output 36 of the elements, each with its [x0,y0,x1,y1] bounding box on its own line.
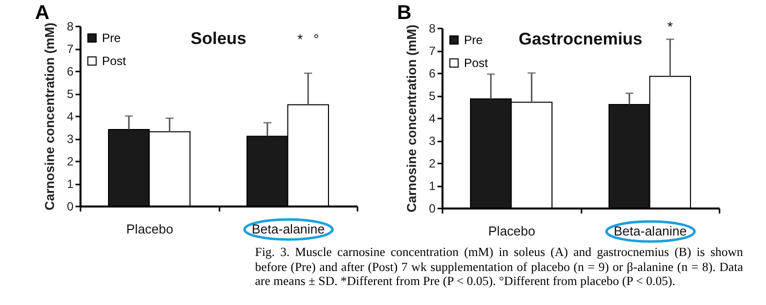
text: A [35,2,50,24]
y-tick-label: 2 [428,156,436,170]
y-tick-label: 1 [428,179,436,193]
annotation: * [667,18,674,34]
x-tick-label: Placebo [126,222,174,236]
y-tick-label: 6 [66,64,74,78]
chart-title: Gastrocnemius [518,29,642,48]
y-tick-label: 7 [66,42,74,56]
y-tick-label: 2 [66,154,74,168]
y-tick-label: 0 [66,200,74,214]
text: B [397,2,412,25]
chart-title: Soleus [190,29,246,48]
x-tick-label: Placebo [488,224,536,238]
y-tick-label: 5 [66,87,74,101]
y-tick-label: 6 [428,66,436,80]
y-tick-label: 5 [428,89,436,103]
y-tick-label: 7 [428,44,436,58]
annotation: ° [313,31,319,47]
legend-label: Post [464,56,489,70]
y-axis-title: Carnosine concentration (mM) [404,24,419,212]
x-tick-label: Beta-alanine [614,224,687,238]
y-tick-label: 1 [66,177,74,191]
y-tick-label: 4 [428,112,436,126]
y-tick-label: 8 [428,22,436,36]
y-tick-label: 0 [428,202,436,216]
legend-label: Pre [464,33,483,47]
y-tick-label: 3 [428,134,436,148]
legend-label: Pre [102,31,121,45]
annotation: * [297,31,304,47]
legend-label: Post [102,54,127,68]
y-tick-label: 3 [66,132,74,146]
y-axis-title: Carnosine concentration (mM) [42,22,57,210]
x-tick-label: Beta-alanine [252,222,325,236]
y-tick-label: 8 [66,20,74,34]
y-tick-label: 4 [66,110,74,124]
caption: Fig. 3. Muscle carnosine concentration (mM) in soleus (A) and gastrocnemius (B) is shown before (Pre) and after (Post) 7 wk supplementation of placebo (n = 9) or β-alanine (n = 8). Data are means ± SD. *Different from Pre (P < 0.05). °Different from placebo (P < 0.05). [255,245,743,288]
